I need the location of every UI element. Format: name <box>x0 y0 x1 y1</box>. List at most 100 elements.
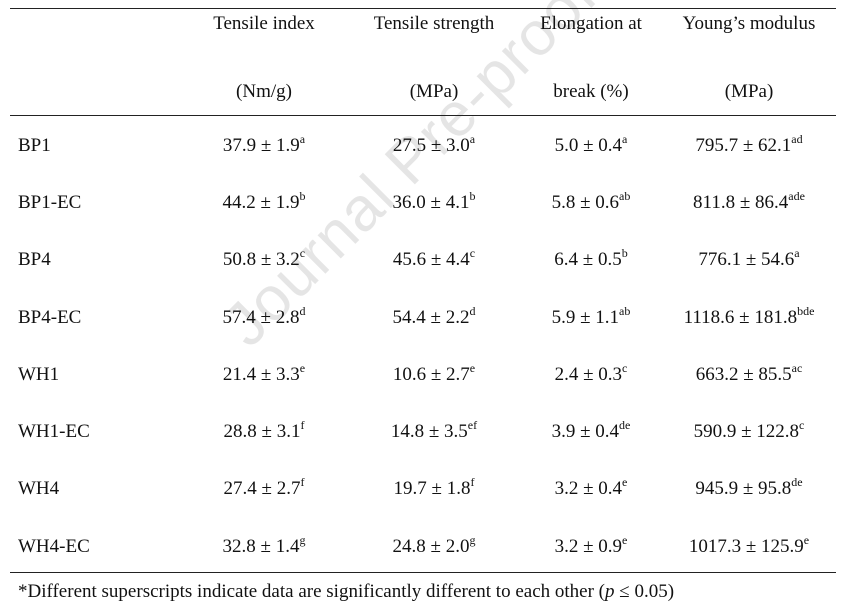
table-cell: 5.9 ± 1.1ab <box>520 289 662 346</box>
cell-value: 32.8 ± 1.4 <box>222 535 300 557</box>
table-cell: 27.4 ± 2.7f <box>180 461 348 518</box>
significance-superscript: f <box>300 418 305 433</box>
cell-value: 36.0 ± 4.1 <box>392 191 470 213</box>
significance-superscript: de <box>791 475 803 490</box>
table-cell: 5.0 ± 0.4a <box>520 115 662 174</box>
significance-superscript: c <box>799 418 805 433</box>
table-cell: 32.8 ± 1.4g <box>180 518 348 575</box>
cell-value: 795.7 ± 62.1 <box>695 134 792 156</box>
table-bottom-rule <box>10 572 836 573</box>
significance-superscript: a <box>299 131 306 146</box>
sample-name: WH4 <box>18 478 60 500</box>
significance-superscript: b <box>469 188 476 203</box>
cell-value: 1118.6 ± 181.8 <box>683 306 798 328</box>
table-cell: 590.9 ± 122.8c <box>662 403 836 460</box>
column-header: Tensile strength (MPa) <box>348 8 520 115</box>
significance-superscript: c <box>622 360 628 375</box>
sample-name: WH1-EC <box>18 421 90 443</box>
cell-value: 27.4 ± 2.7 <box>223 478 301 500</box>
table-row: WH1 21.4 ± 3.3e 10.6 ± 2.7e 2.4 ± 0.3c 663.2… <box>10 346 836 403</box>
cell-value: 3.9 ± 0.4 <box>551 421 620 443</box>
cell-value: 5.0 ± 0.4 <box>554 134 623 156</box>
table-cell: 28.8 ± 3.1f <box>180 403 348 460</box>
significance-superscript: ef <box>467 418 478 433</box>
column-header: Young’s modulus (MPa) <box>662 8 836 115</box>
table-cell: 3.9 ± 0.4de <box>520 403 662 460</box>
results-table: Tensile index (Nm/g) Tensile strength (MPa)… <box>10 8 836 575</box>
table-body: BP1 37.9 ± 1.9a 27.5 ± 3.0a 5.0 ± 0.4a 795.7… <box>10 115 836 575</box>
cell-value: 14.8 ± 3.5 <box>390 421 468 443</box>
cell-value: 5.8 ± 0.6 <box>551 191 620 213</box>
cell-value: 1017.3 ± 125.9 <box>688 535 804 557</box>
significance-superscript: f <box>470 475 475 490</box>
table-cell: 24.8 ± 2.0g <box>348 518 520 575</box>
sample-name: BP4-EC <box>18 306 82 328</box>
significance-superscript: a <box>622 131 628 146</box>
cell-value: 24.8 ± 2.0 <box>392 535 470 557</box>
cell-value: 10.6 ± 2.7 <box>392 363 470 385</box>
footnote-text: *Different superscripts indicate data ar… <box>18 581 606 602</box>
column-header-title: Young’s modulus <box>682 13 816 34</box>
table-cell: 21.4 ± 3.3e <box>180 346 348 403</box>
table-row: WH1-EC 28.8 ± 3.1f 14.8 ± 3.5ef 3.9 ± 0.4de… <box>10 403 836 460</box>
table-cell: 10.6 ± 2.7e <box>348 346 520 403</box>
table-row: BP1-EC 44.2 ± 1.9b 36.0 ± 4.1b 5.8 ± 0.6ab 8… <box>10 174 836 231</box>
footnote-threshold: ≤ 0.05) <box>614 581 675 602</box>
significance-superscript: ac <box>791 360 803 375</box>
table-cell: 1017.3 ± 125.9e <box>662 518 836 575</box>
cell-value: 57.4 ± 2.8 <box>222 306 300 328</box>
table-cell: 45.6 ± 4.4c <box>348 232 520 289</box>
cell-value: 590.9 ± 122.8 <box>693 421 800 443</box>
column-header-unit: (MPa) <box>409 81 459 102</box>
sample-name: BP4 <box>18 249 51 271</box>
significance-superscript: ad <box>791 131 803 146</box>
table-row: BP1 37.9 ± 1.9a 27.5 ± 3.0a 5.0 ± 0.4a 795.7… <box>10 115 836 174</box>
table-cell: 44.2 ± 1.9b <box>180 174 348 231</box>
table-row: BP4-EC 57.4 ± 2.8d 54.4 ± 2.2d 5.9 ± 1.1ab 1… <box>10 289 836 346</box>
significance-superscript: ab <box>619 188 631 203</box>
header-sample <box>10 8 180 115</box>
significance-superscript: c <box>299 246 306 261</box>
significance-superscript: e <box>622 532 628 547</box>
column-header-title: Elongation at <box>540 13 642 34</box>
cell-value: 945.9 ± 95.8 <box>695 478 792 500</box>
cell-value: 54.4 ± 2.2 <box>392 306 470 328</box>
significance-superscript: g <box>469 532 476 547</box>
significance-superscript: a <box>794 246 800 261</box>
table-cell: 811.8 ± 86.4ade <box>662 174 836 231</box>
table-header: Tensile index (Nm/g) Tensile strength (MPa)… <box>10 8 836 115</box>
significance-superscript: c <box>469 246 476 261</box>
cell-value: 5.9 ± 1.1 <box>551 306 620 328</box>
significance-superscript: f <box>300 475 305 490</box>
column-header-unit <box>10 56 180 114</box>
significance-superscript: d <box>469 303 476 318</box>
cell-value: 28.8 ± 3.1 <box>223 421 301 443</box>
cell-value: 3.2 ± 0.4 <box>554 478 623 500</box>
table-cell: 54.4 ± 2.2d <box>348 289 520 346</box>
column-header-title: Tensile index <box>213 13 315 34</box>
significance-superscript: b <box>299 188 306 203</box>
significance-superscript: e <box>622 475 628 490</box>
significance-superscript: ab <box>619 303 631 318</box>
table-cell: 57.4 ± 2.8d <box>180 289 348 346</box>
cell-value: 776.1 ± 54.6 <box>698 249 795 271</box>
cell-value: 663.2 ± 85.5 <box>695 363 792 385</box>
column-header-unit: break (%) <box>553 81 629 102</box>
table-cell: 27.5 ± 3.0a <box>348 115 520 174</box>
table-cell: 3.2 ± 0.9e <box>520 518 662 575</box>
table-row: BP4 50.8 ± 3.2c 45.6 ± 4.4c 6.4 ± 0.5b 776.1… <box>10 232 836 289</box>
cell-value: 21.4 ± 3.3 <box>222 363 300 385</box>
significance-superscript: g <box>299 532 306 547</box>
table-cell: 14.8 ± 3.5ef <box>348 403 520 460</box>
significance-superscript: b <box>621 246 628 261</box>
significance-superscript: de <box>619 418 631 433</box>
footnote-p-symbol: p <box>605 581 615 602</box>
table-cell: 5.8 ± 0.6ab <box>520 174 662 231</box>
column-header: Tensile index (Nm/g) <box>180 8 348 115</box>
sample-name: BP1 <box>18 134 51 156</box>
table-cell: 1118.6 ± 181.8bde <box>662 289 836 346</box>
cell-value: 44.2 ± 1.9 <box>222 191 300 213</box>
column-header: Elongation at break (%) <box>520 8 662 115</box>
cell-value: 50.8 ± 3.2 <box>222 249 300 271</box>
table-header-rule <box>10 115 836 116</box>
